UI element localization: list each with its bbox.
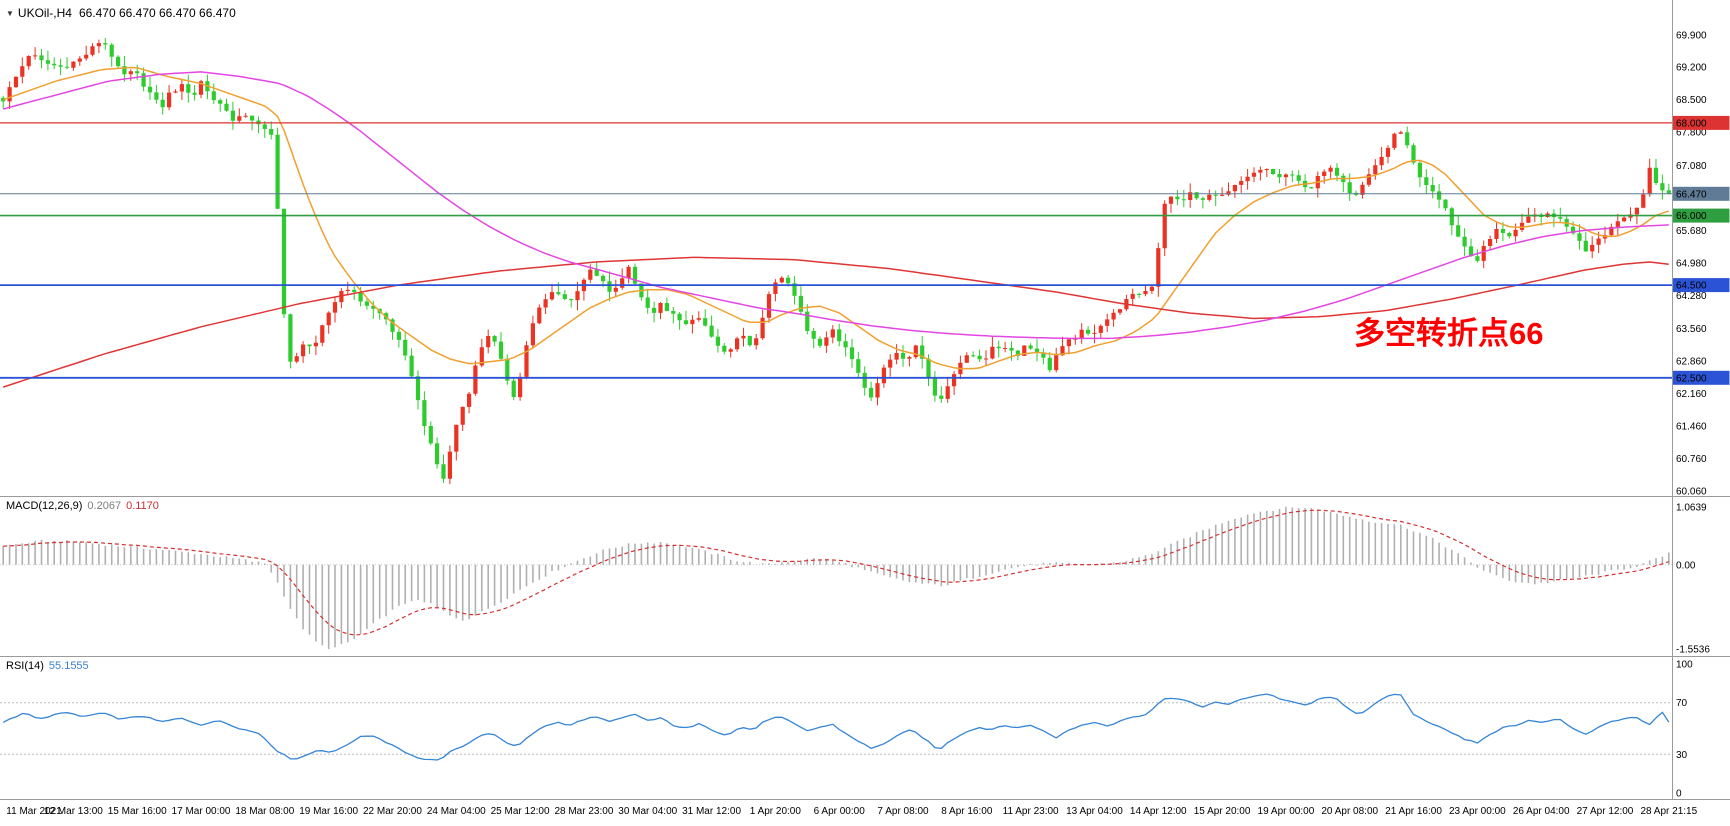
rsi-panel-canvas[interactable]: 100 70 30 0 <box>0 657 1730 800</box>
bullish-candle-wicks <box>9 39 1651 485</box>
bearish-candle-wicks <box>2 38 1670 483</box>
time-label: 1 Apr 20:00 <box>749 806 801 817</box>
price-tick-label: 62.860 <box>1676 357 1707 368</box>
macd-tick-label: 1.0639 <box>1676 503 1707 514</box>
time-label: 15 Mar 16:00 <box>107 806 167 817</box>
price-tick-label: 67.800 <box>1676 128 1707 139</box>
chart-annotation-text: 多空转折点66 <box>1354 316 1544 351</box>
time-label: 28 Apr 21:15 <box>1640 806 1698 817</box>
time-label: 8 Apr 16:00 <box>941 806 993 817</box>
price-badge-text: 68.000 <box>1676 118 1707 129</box>
time-label: 20 Apr 08:00 <box>1321 806 1379 817</box>
time-label: 28 Mar 23:00 <box>554 806 614 817</box>
price-badge-text: 66.470 <box>1676 189 1707 200</box>
price-badge-62.500 <box>1672 370 1730 385</box>
time-label: 12 Mar 13:00 <box>43 806 103 817</box>
rsi-name: RSI(14) <box>6 660 44 672</box>
macd-signal-value: 0.1170 <box>126 500 159 512</box>
rsi-tick-label: 30 <box>1676 750 1688 761</box>
time-label: 19 Apr 00:00 <box>1257 806 1315 817</box>
time-label: 19 Mar 16:00 <box>299 806 359 817</box>
rsi-tick-label: 70 <box>1676 698 1688 709</box>
ma-slow-line <box>3 71 1669 340</box>
time-label: 15 Apr 20:00 <box>1193 806 1251 817</box>
price-badge-66.470 <box>1672 186 1730 201</box>
symbol-dropdown-icon[interactable]: ▼ <box>6 9 14 18</box>
price-tick-label: 67.080 <box>1676 161 1707 172</box>
price-badge-64.500 <box>1672 278 1730 293</box>
time-label: 25 Mar 12:00 <box>490 806 550 817</box>
macd-tick-label: 0.00 <box>1676 560 1696 571</box>
time-label: 31 Mar 12:00 <box>682 806 742 817</box>
symbol-timeframe-label: UKOil-,H4 <box>17 6 72 20</box>
price-tick-label: 62.160 <box>1676 389 1707 400</box>
ma-mid-line <box>2 256 1669 388</box>
price-badge-68.000 <box>1672 115 1730 130</box>
price-tick-label: 63.560 <box>1676 324 1707 335</box>
price-badge-text: 66.000 <box>1676 211 1707 222</box>
macd-value: 0.2067 <box>87 500 122 512</box>
macd-indicator-label: MACD(12,26,9) 0.2067 0.1170 <box>6 500 159 512</box>
price-tick-label: 61.460 <box>1676 422 1707 433</box>
rsi-line <box>2 693 1670 761</box>
rsi-indicator-label: RSI(14) 55.1555 <box>6 660 89 672</box>
bearish-candle-bodies <box>1 43 1671 479</box>
main-chart-canvas[interactable]: 69.900 69.200 68.500 67.800 67.080 65.680 64.9… <box>0 0 1730 497</box>
price-tick-label: 69.900 <box>1676 30 1707 41</box>
time-label: 22 Mar 20:00 <box>363 806 422 817</box>
time-label: 21 Apr 16:00 <box>1385 806 1442 817</box>
price-badge-text: 64.500 <box>1676 281 1707 292</box>
price-tick-label: 69.200 <box>1676 63 1707 74</box>
time-label: 14 Apr 12:00 <box>1129 806 1187 817</box>
price-badge-66.000 <box>1672 208 1730 223</box>
macd-signal-line <box>3 509 1669 636</box>
time-label: 7 Apr 08:00 <box>877 806 929 817</box>
time-label: 27 Apr 12:00 <box>1576 806 1634 817</box>
price-tick-label: 60.760 <box>1676 454 1707 465</box>
rsi-value: 55.1555 <box>48 660 89 672</box>
price-tick-label: 60.060 <box>1676 487 1707 498</box>
macd-panel-canvas[interactable]: 1.0639 0.00 -1.5536 <box>0 497 1730 657</box>
time-label: 13 Apr 04:00 <box>1066 806 1123 817</box>
chart-title: ▼ UKOil-,H4 66.470 66.470 66.470 66.470 <box>6 6 236 20</box>
time-label: 6 Apr 00:00 <box>813 806 865 817</box>
time-label: 11 Apr 23:00 <box>1002 806 1059 817</box>
time-label: 30 Mar 04:00 <box>618 806 678 817</box>
price-tick-label: 68.500 <box>1676 95 1707 106</box>
price-badge-text: 62.500 <box>1676 373 1707 384</box>
rsi-tick-label: 100 <box>1676 660 1693 671</box>
time-label: 18 Mar 08:00 <box>235 806 295 817</box>
price-tick-label: 64.980 <box>1676 258 1707 269</box>
time-label: 11 Mar 2021 <box>6 806 62 817</box>
macd-histogram <box>2 506 1670 649</box>
macd-name: MACD(12,26,9) <box>6 500 83 512</box>
time-label: 17 Mar 00:00 <box>171 806 231 817</box>
time-label: 24 Mar 04:00 <box>426 806 486 817</box>
time-axis[interactable]: 11 Mar 2021 12 Mar 13:00 15 Mar 16:00 17 Ma… <box>0 800 1730 826</box>
time-label: 26 Apr 04:00 <box>1512 806 1570 817</box>
rsi-tick-label: 0 <box>1676 789 1682 800</box>
price-tick-label: 64.280 <box>1676 291 1707 302</box>
bullish-candle-bodies <box>7 43 1652 479</box>
price-tick-label: 65.680 <box>1676 226 1707 237</box>
macd-tick-label: -1.5536 <box>1676 645 1710 656</box>
time-label: 23 Apr 00:00 <box>1448 806 1506 817</box>
ohlc-readout: 66.470 66.470 66.470 66.470 <box>78 6 236 20</box>
